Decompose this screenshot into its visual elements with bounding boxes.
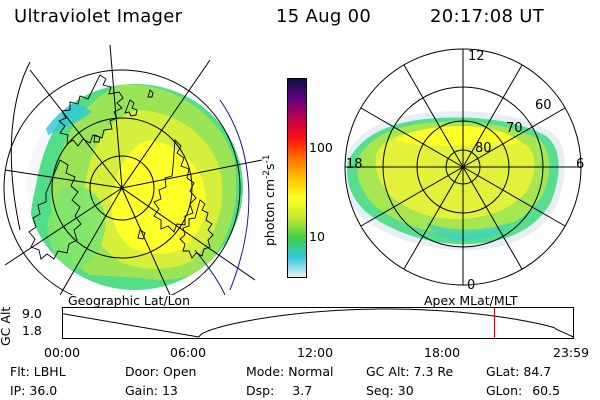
altitude-ytick-9: 9.0 xyxy=(22,306,42,321)
altitude-curve xyxy=(62,308,574,338)
polar-aurora-image xyxy=(345,111,565,251)
instrument-title: Ultraviolet Imager xyxy=(14,6,183,27)
xtick-1200: 12:00 xyxy=(297,345,334,360)
colorbar-tick-10: 10 xyxy=(309,229,325,244)
info-glat: GLat: 84.7 xyxy=(486,364,552,379)
info-flt: Flt: LBHL xyxy=(10,364,66,379)
magnetic-polar-plot: 12 18 6 0 60 70 80 xyxy=(344,48,584,292)
altitude-ylabel: GC Alt xyxy=(0,306,13,346)
date-label: 15 Aug 00 xyxy=(276,6,372,27)
info-ip: IP: 36.0 xyxy=(10,383,58,398)
info-glon: GLon: 60.5 xyxy=(486,383,561,398)
lat-label-70: 70 xyxy=(506,121,523,136)
colorbar-tick-100: 100 xyxy=(309,140,333,155)
lat-label-60: 60 xyxy=(535,98,552,113)
xtick-1800: 18:00 xyxy=(424,345,461,360)
xtick-2359: 23:59 xyxy=(553,345,590,360)
info-gain: Gain: 13 xyxy=(125,383,178,398)
colorbar-gradient xyxy=(288,79,306,277)
mlt-label-12: 12 xyxy=(468,49,485,64)
xtick-0000: 00:00 xyxy=(44,345,81,360)
mlt-label-0: 0 xyxy=(467,278,475,292)
left-map-label: Geographic Lat/Lon xyxy=(68,293,190,308)
geo-aurora-image xyxy=(27,84,243,290)
colorbar-label: photon cm-2s-1 xyxy=(262,154,278,246)
xtick-0600: 06:00 xyxy=(170,345,207,360)
geo-grid xyxy=(3,44,263,295)
mlt-label-6: 6 xyxy=(576,157,584,172)
colorbar xyxy=(287,78,307,278)
polar-grid xyxy=(344,48,582,286)
geographic-map xyxy=(3,44,263,295)
info-door: Door: Open xyxy=(125,364,197,379)
right-map-label: Apex MLat/MLT xyxy=(424,293,518,308)
time-label: 20:17:08 UT xyxy=(430,6,545,27)
geo-coastlines xyxy=(28,74,214,260)
info-seq: Seq: 30 xyxy=(366,383,414,398)
mlt-label-18: 18 xyxy=(346,157,363,172)
altitude-plot-frame xyxy=(62,307,574,339)
altitude-ytick-1-8: 1.8 xyxy=(22,323,42,338)
lat-label-80: 80 xyxy=(475,141,492,156)
altitude-plot xyxy=(62,307,574,339)
info-gc-alt: GC Alt: 7.3 Re xyxy=(366,364,454,379)
info-mode: Mode: Normal xyxy=(246,364,334,379)
info-dsp: Dsp: 3.7 xyxy=(246,383,313,398)
